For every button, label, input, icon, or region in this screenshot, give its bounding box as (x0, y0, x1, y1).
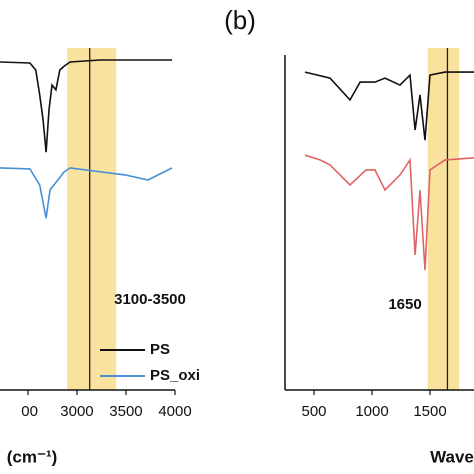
legend-label: PS (150, 341, 170, 358)
spectrum-line (304, 71, 474, 141)
x-tick-label: 500 (301, 403, 326, 420)
x-tick-label: 3500 (109, 403, 142, 420)
x-tick-label: 3000 (60, 403, 93, 420)
x-axis-label: Wave (430, 447, 474, 466)
legend-label: PS_oxi (150, 367, 200, 384)
highlight-band (67, 48, 117, 390)
highlight-band (427, 48, 460, 390)
annotation: 3100-3500 (114, 291, 186, 308)
x-axis-label: (cm⁻¹) (7, 447, 58, 466)
spectrum-line (0, 59, 173, 153)
annotation: 1650 (388, 296, 421, 313)
x-tick-label: 00 (21, 403, 38, 420)
x-tick-label: 1000 (355, 403, 388, 420)
x-tick-label: 1500 (413, 403, 446, 420)
panel-label: (b) (224, 5, 256, 35)
x-tick-label: 4000 (158, 403, 191, 420)
spectrum-line (0, 167, 173, 219)
spectrum-line (304, 154, 474, 271)
